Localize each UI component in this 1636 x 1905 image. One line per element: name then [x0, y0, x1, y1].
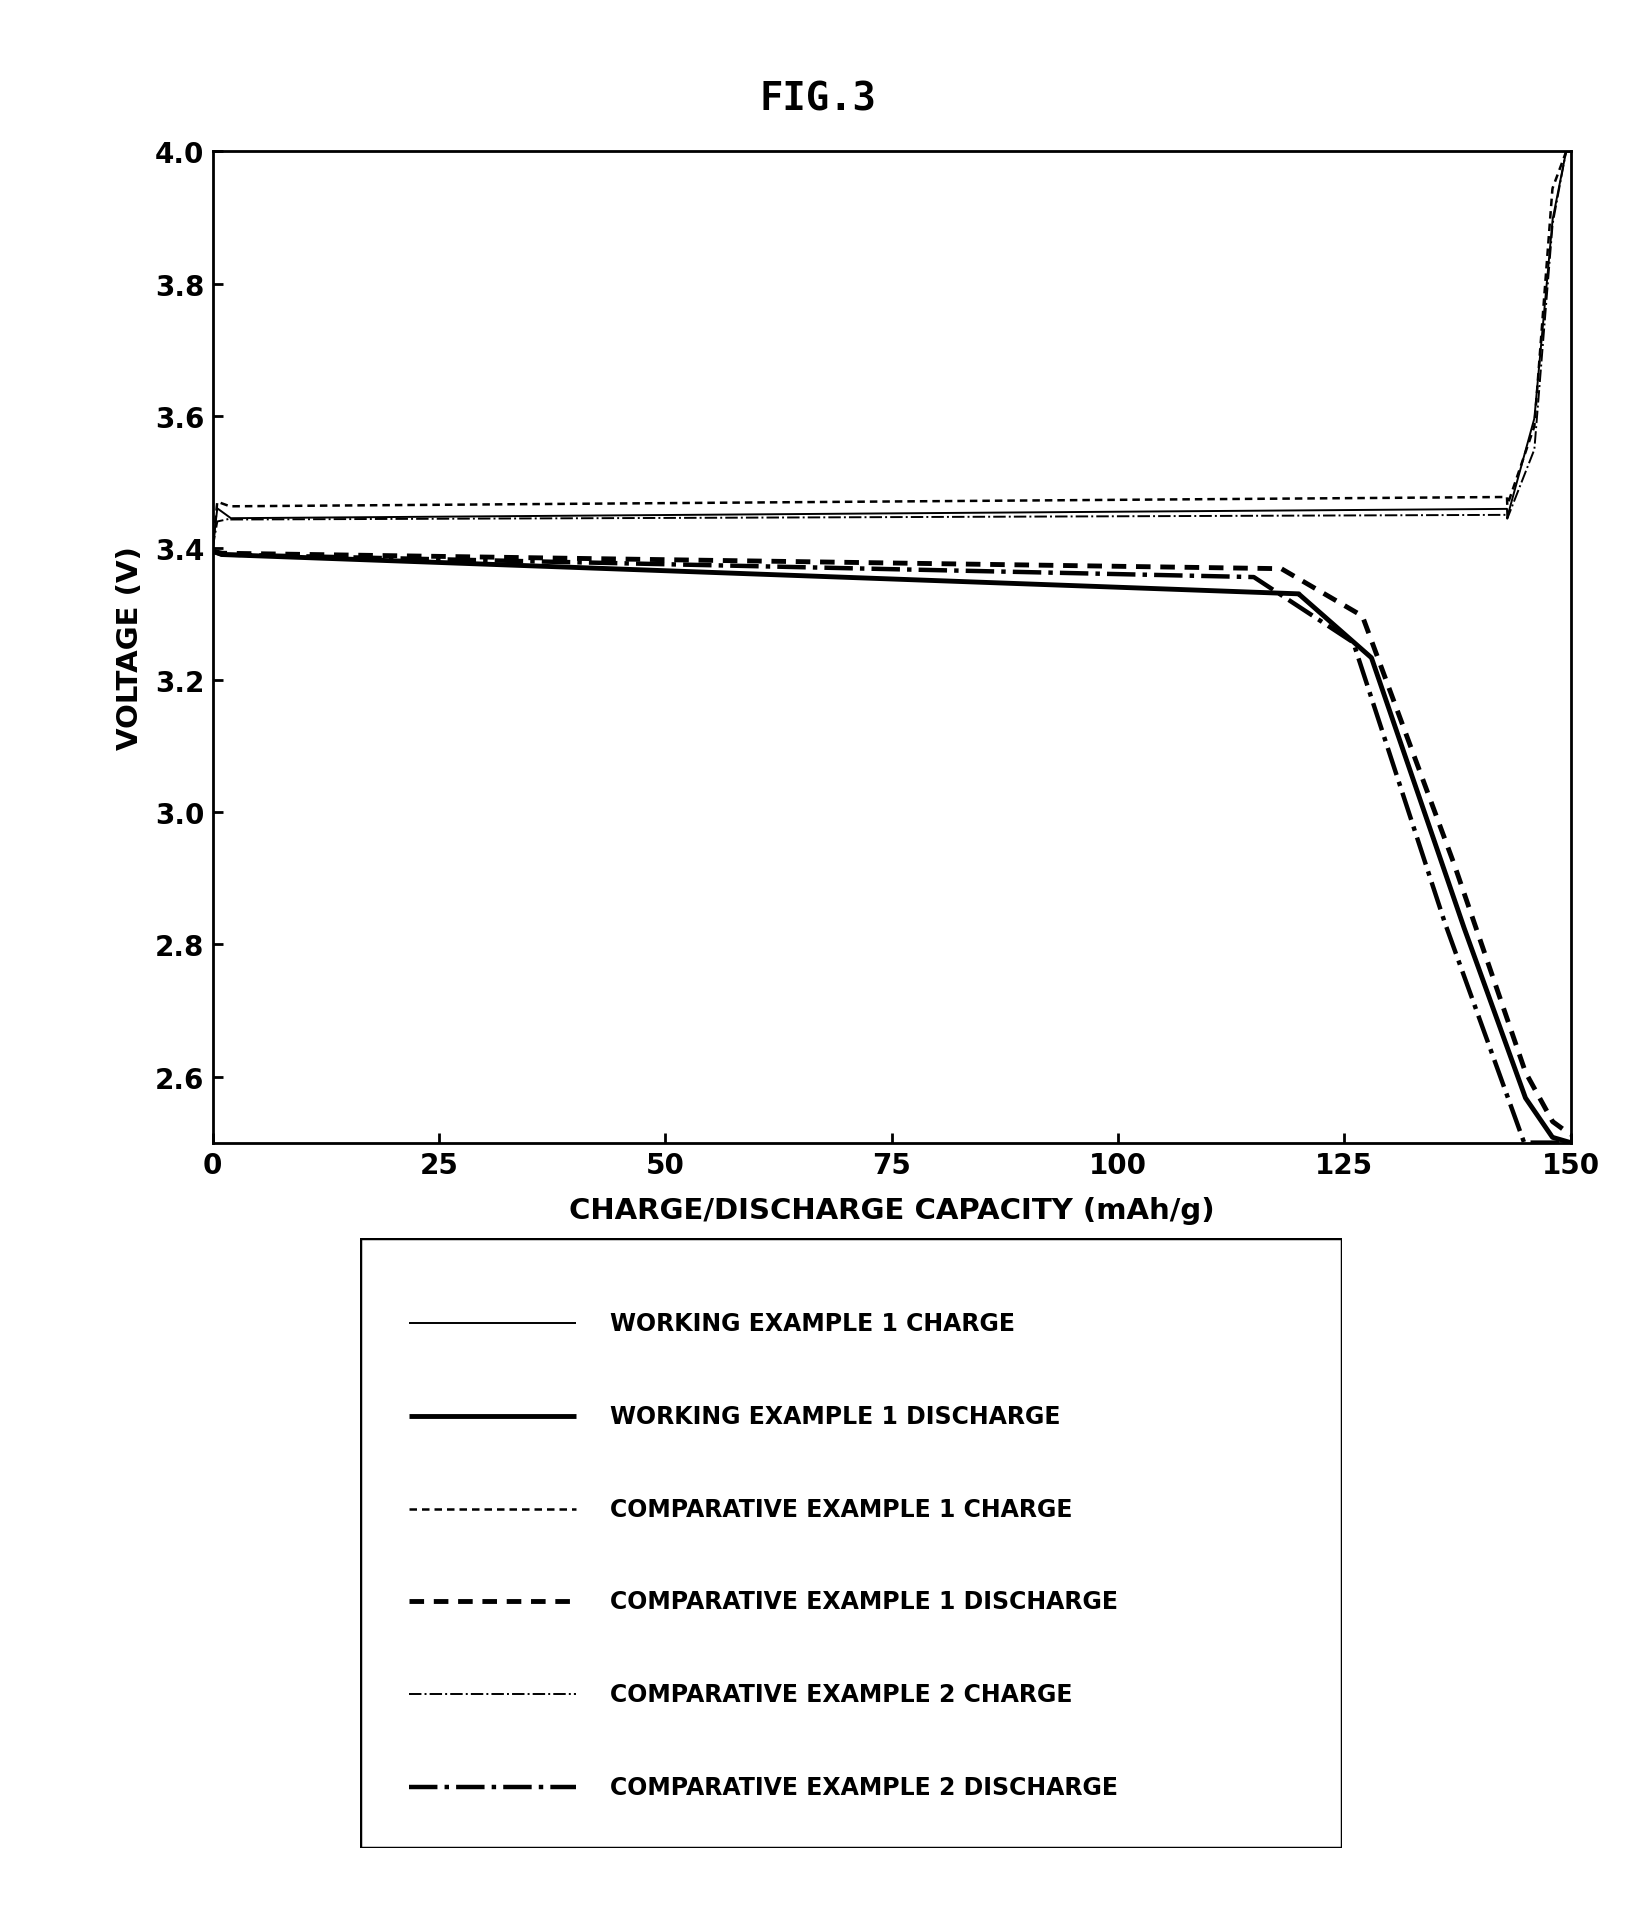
Y-axis label: VOLTAGE (V): VOLTAGE (V) [116, 547, 144, 749]
Text: COMPARATIVE EXAMPLE 1 DISCHARGE: COMPARATIVE EXAMPLE 1 DISCHARGE [610, 1589, 1119, 1614]
Text: COMPARATIVE EXAMPLE 1 CHARGE: COMPARATIVE EXAMPLE 1 CHARGE [610, 1497, 1073, 1520]
Text: FIG.3: FIG.3 [759, 80, 877, 118]
Text: WORKING EXAMPLE 1 CHARGE: WORKING EXAMPLE 1 CHARGE [610, 1313, 1016, 1335]
X-axis label: CHARGE/DISCHARGE CAPACITY (mAh/g): CHARGE/DISCHARGE CAPACITY (mAh/g) [569, 1196, 1214, 1223]
Text: WORKING EXAMPLE 1 DISCHARGE: WORKING EXAMPLE 1 DISCHARGE [610, 1404, 1060, 1429]
Text: COMPARATIVE EXAMPLE 2 DISCHARGE: COMPARATIVE EXAMPLE 2 DISCHARGE [610, 1775, 1119, 1798]
Text: COMPARATIVE EXAMPLE 2 CHARGE: COMPARATIVE EXAMPLE 2 CHARGE [610, 1682, 1073, 1707]
